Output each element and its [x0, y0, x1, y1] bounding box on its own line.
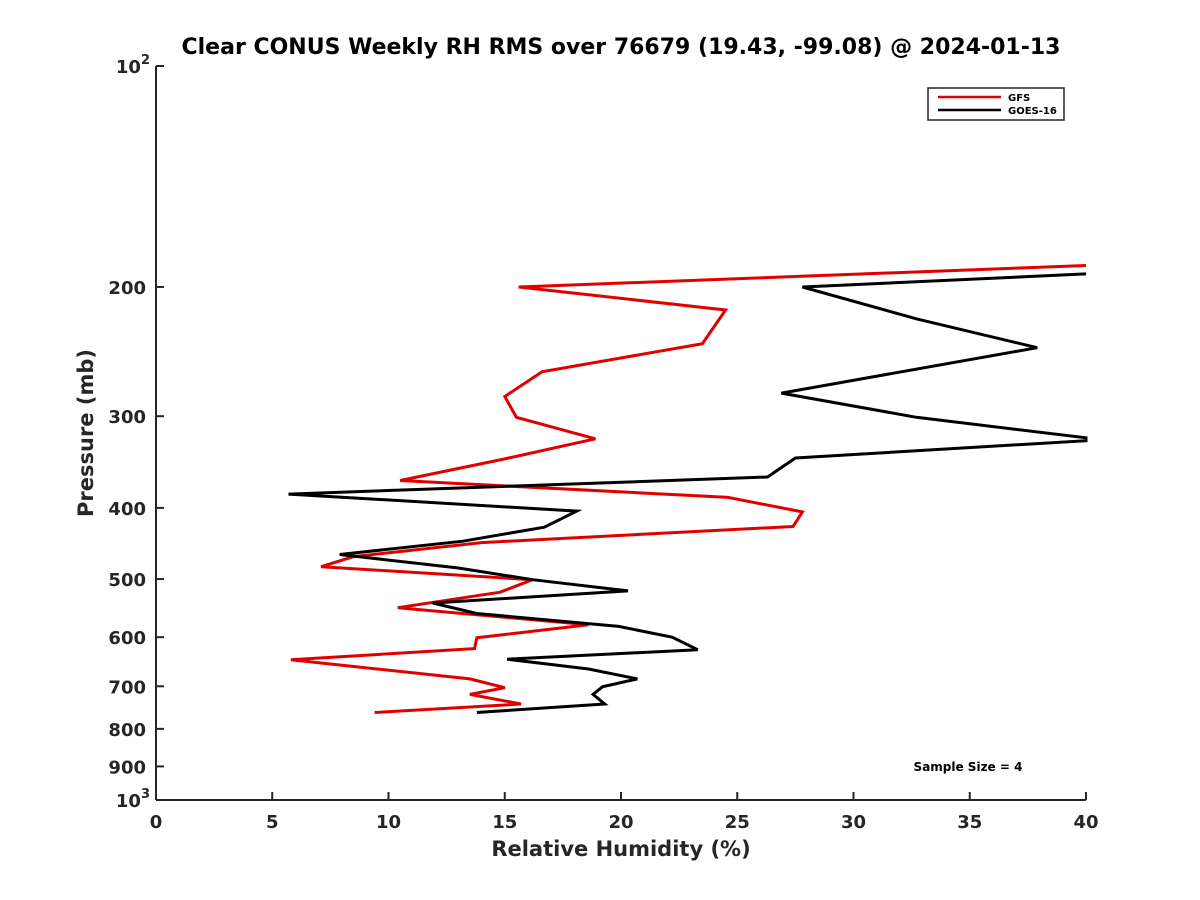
legend-label-goes-16: GOES-16	[1008, 106, 1057, 117]
x-tick-label: 10	[376, 812, 401, 833]
x-tick-label: 15	[492, 812, 517, 833]
x-tick-label: 0	[150, 812, 163, 833]
y-tick-label-exponent: 3	[141, 787, 150, 802]
x-tick-label: 35	[957, 812, 982, 833]
x-tick-label: 25	[725, 812, 750, 833]
y-tick-label: 300	[108, 407, 146, 428]
y-tick-label: 400	[108, 499, 146, 520]
y-axis-label: Pressure (mb)	[74, 349, 98, 517]
legend-box	[927, 87, 1065, 121]
y-tick-label: 500	[108, 570, 146, 591]
series-layer	[288, 264, 1088, 714]
y-tick-label-base: 10	[116, 791, 141, 812]
y-tick-label: 600	[108, 628, 146, 649]
y-tick-label-exponent: 2	[141, 53, 150, 68]
legend: GFS GOES-16	[927, 87, 1065, 121]
legend-label-gfs: GFS	[1008, 93, 1030, 104]
y-tick-label: 102	[116, 53, 150, 78]
y-tick-label-base: 10	[116, 57, 141, 78]
y-tick-label: 900	[108, 757, 146, 778]
series-line-goes-16	[288, 272, 1088, 714]
chart-title: Clear CONUS Weekly RH RMS over 76679 (19…	[182, 35, 1061, 60]
x-tick-label: 40	[1073, 812, 1098, 833]
x-tick-label: 5	[266, 812, 279, 833]
x-tick-label: 20	[608, 812, 633, 833]
sample-size-annotation: Sample Size = 4	[914, 760, 1023, 774]
y-tick-label: 103	[116, 787, 150, 812]
y-tick-label: 700	[108, 677, 146, 698]
x-tick-label: 30	[841, 812, 866, 833]
x-axis-label: Relative Humidity (%)	[491, 837, 750, 861]
x-axis-ticks: 0 5 10 15 20 25 30 35 40	[150, 792, 1099, 833]
y-tick-label: 800	[108, 720, 146, 741]
y-tick-label: 200	[108, 278, 146, 299]
